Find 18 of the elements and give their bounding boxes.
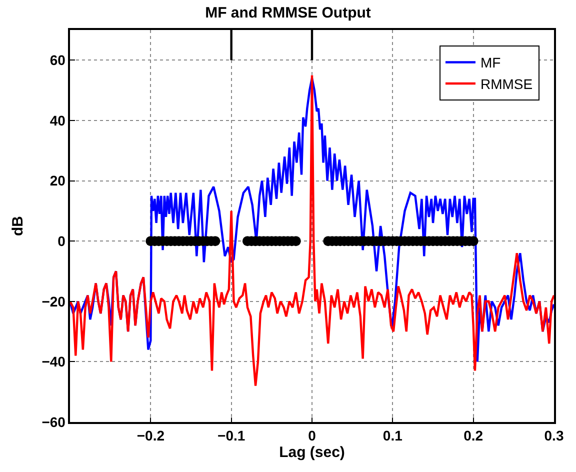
y-tick-label: −60 — [42, 414, 66, 430]
x-tick-label: 0.2 — [464, 428, 484, 444]
x-tick-label: 0.1 — [382, 428, 403, 444]
x-tick-label: 0 — [308, 428, 316, 444]
x-tick-label: −0.1 — [218, 428, 246, 444]
x-axis-title: Lag (sec) — [279, 444, 345, 462]
y-tick-label: 20 — [50, 172, 66, 189]
y-tick-label: 0 — [58, 232, 66, 249]
y-tick-label: 60 — [50, 52, 66, 68]
chart-title: MF and RMMSE Output — [205, 4, 371, 22]
legend-label: RMMSE — [480, 76, 533, 92]
y-axis-title: dB — [9, 216, 26, 236]
x-tick-label: 0.3 — [544, 428, 564, 444]
x-tick-label: −0.2 — [136, 428, 165, 444]
y-tick-label: −40 — [42, 354, 66, 370]
y-tick-label: 40 — [50, 112, 66, 128]
legend-label: MF — [480, 54, 501, 71]
y-tick-label: −20 — [42, 293, 66, 310]
